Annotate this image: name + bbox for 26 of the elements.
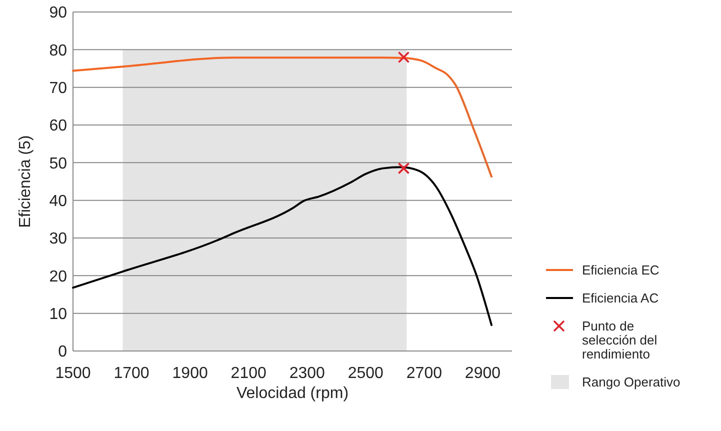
legend-label: Eficiencia EC xyxy=(582,262,660,278)
x-tick-label: 2500 xyxy=(348,365,384,382)
line-series xyxy=(72,56,493,178)
y-tick-label: 0 xyxy=(58,344,68,361)
y-tick-label: 80 xyxy=(49,42,68,60)
legend-label: Punto de selección del rendimiento xyxy=(582,318,658,362)
x-tick-label: 2700 xyxy=(406,365,442,382)
y-tick-label: 60 xyxy=(49,118,68,135)
y-axis-title: Eficiencia (5) xyxy=(17,135,34,228)
y-tick-label: 90 xyxy=(49,4,68,22)
x-tick-label: 2100 xyxy=(230,365,266,382)
y-tick-label: 70 xyxy=(49,80,68,97)
line-series xyxy=(72,166,493,326)
legend-label: Eficiencia AC xyxy=(582,290,659,306)
y-tick-label: 30 xyxy=(49,230,68,248)
x-tick-label: 2900 xyxy=(464,365,501,382)
x-tick-label: 2300 xyxy=(289,365,326,382)
y-tick-label: 40 xyxy=(49,192,68,210)
x-tick-label: 1700 xyxy=(114,365,150,382)
y-tick-label: 10 xyxy=(49,306,68,323)
legend-label: Rango Operativo xyxy=(582,374,680,390)
x-tick-label: 1500 xyxy=(55,365,91,382)
y-tick-label: 50 xyxy=(49,155,68,172)
y-tick-label: 20 xyxy=(49,268,68,286)
x-tick-label: 1900 xyxy=(172,365,208,382)
x-axis-title: Velocidad (rpm) xyxy=(236,385,349,402)
